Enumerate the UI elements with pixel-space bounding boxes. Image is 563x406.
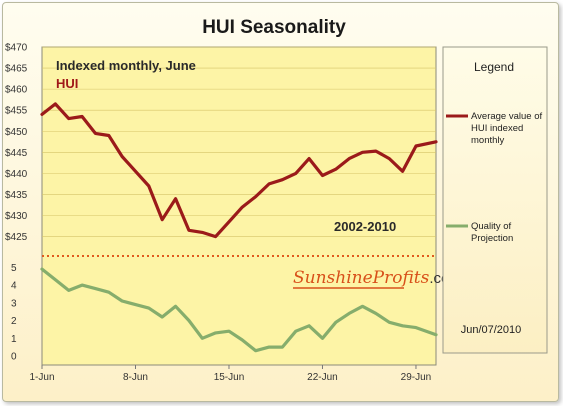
legend-entry-quality: Quality of Projection [446, 221, 513, 244]
chart-title: HUI Seasonality [202, 17, 346, 38]
upper-y-tick-label: $450 [5, 127, 28, 138]
x-tick-label: 29-Jun [401, 372, 432, 383]
series-annotation: HUI [56, 76, 78, 91]
lower-y-tick-label: 4 [11, 281, 17, 292]
lower-y-axis: 0 1 2 3 4 5 [11, 263, 17, 363]
svg-text:SunshineProfits.com: SunshineProfits.com [293, 268, 462, 288]
legend-label: Quality of Projection [471, 221, 513, 244]
quality-projection-line [40, 267, 438, 353]
plot-area [41, 46, 437, 366]
hui-average-line [40, 102, 438, 239]
lower-y-tick-label: 2 [11, 316, 17, 327]
series-lines [40, 102, 438, 353]
upper-y-tick-label: $430 [5, 211, 28, 222]
legend-label: Average value of HUI indexed monthly [471, 111, 542, 146]
upper-y-tick-label: $425 [5, 232, 28, 243]
x-tick-label: 15-Jun [214, 372, 245, 383]
lower-y-tick-label: 1 [11, 334, 17, 345]
upper-y-tick-label: $435 [5, 190, 28, 201]
lower-y-tick-label: 5 [11, 263, 17, 274]
upper-y-axis: $425 $430 $435 $440 $445 $450 $455 $460 $465 $470 [5, 43, 28, 244]
x-tick-label: 1-Jun [29, 372, 54, 383]
upper-y-tick-label: $445 [5, 148, 28, 159]
legend-box [442, 46, 548, 354]
subtitle-annotation: Indexed monthly, June [56, 58, 196, 73]
date-stamp: Jun/07/2010 [461, 324, 522, 336]
upper-y-tick-label: $440 [5, 169, 28, 180]
x-tick-label: 22-Jun [307, 372, 338, 383]
upper-y-tick-label: $460 [5, 85, 28, 96]
legend-title: Legend [474, 60, 514, 74]
sunshine-profits-logo: SunshineProfits.com [293, 268, 462, 289]
x-tick-label: 8-Jun [123, 372, 148, 383]
period-annotation: 2002-2010 [334, 219, 396, 234]
lower-y-tick-label: 3 [11, 298, 17, 309]
upper-y-tick-label: $465 [5, 64, 28, 75]
legend-entry-hui: Average value of HUI indexed monthly [446, 111, 542, 146]
upper-y-tick-label: $470 [5, 43, 28, 54]
lower-y-tick-label: 0 [11, 352, 17, 363]
x-axis: 1-Jun 8-Jun 15-Jun 22-Jun 29-Jun [29, 365, 431, 383]
grid-lines [42, 46, 436, 237]
upper-y-tick-label: $455 [5, 106, 28, 117]
legend-entries: Average value of HUI indexed monthly Qualit… [446, 111, 542, 244]
